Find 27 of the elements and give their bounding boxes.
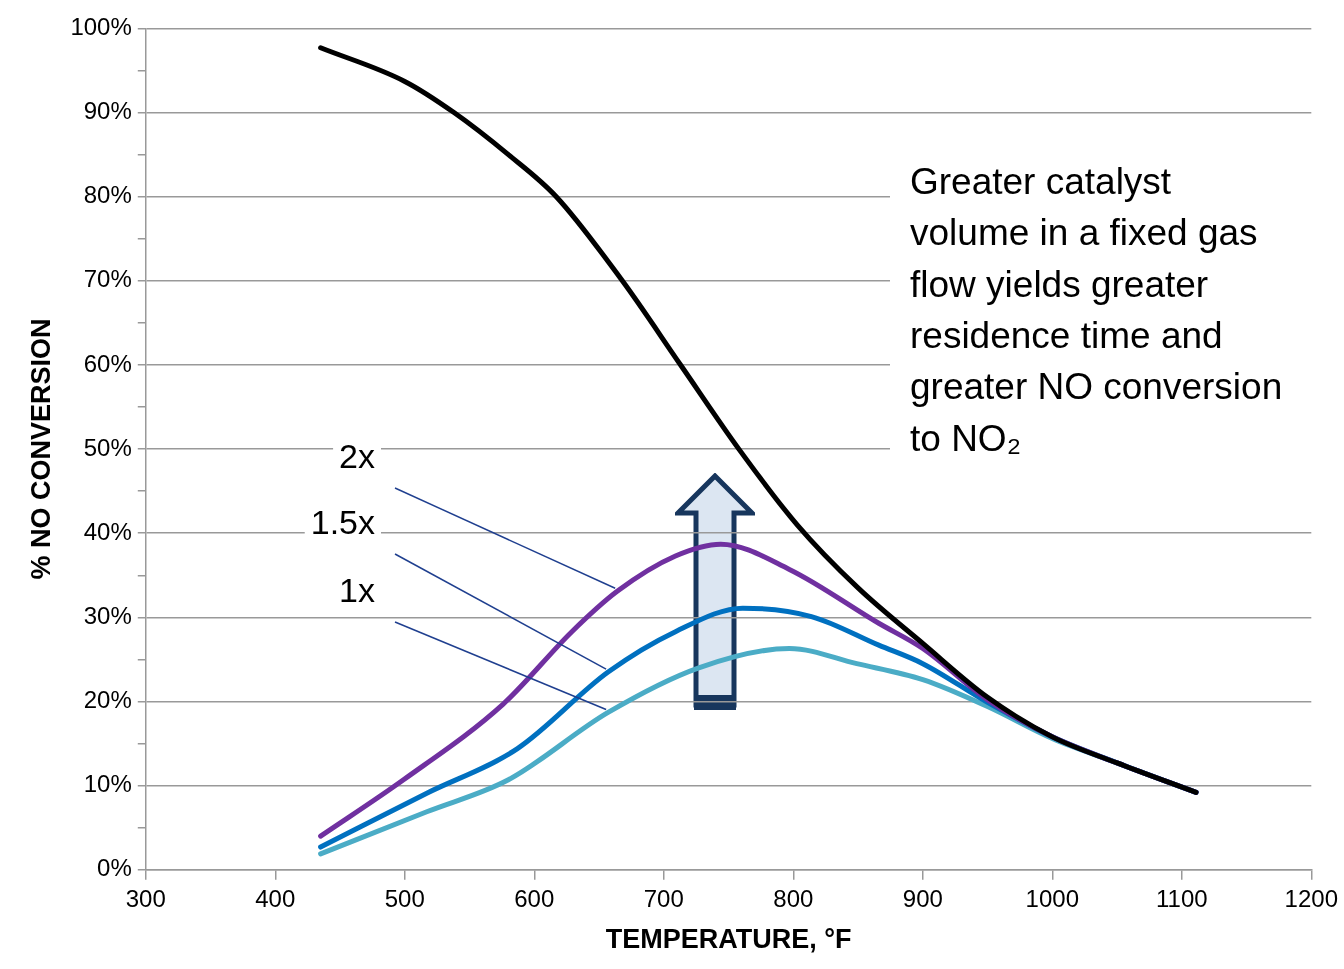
text: 1.5x <box>310 503 375 541</box>
y-tick-label: 80% <box>83 181 132 209</box>
text: 1x <box>339 571 375 609</box>
x-tick-label: 900 <box>902 884 943 912</box>
y-tick-label: 60% <box>83 349 132 377</box>
y-tick-label: 20% <box>83 686 132 714</box>
y-axis-title: % NO CONVERSION <box>25 318 56 580</box>
y-tick-label: 50% <box>83 433 132 461</box>
annotation: Greater catalyst volume in a fixed gas flow yields greater residence time and greater NO conversion to NO₂ <box>910 161 1283 459</box>
y-tick-label: 30% <box>83 602 132 630</box>
x-tick-label: 500 <box>384 884 425 912</box>
y-tick-label: 100% <box>70 13 132 41</box>
x-tick-label: 1200 <box>1284 884 1338 912</box>
y-tick-label: 70% <box>83 265 132 293</box>
x-tick-label: 600 <box>514 884 555 912</box>
x-axis-title: TEMPERATURE, °F <box>605 924 852 955</box>
x-tick-label: 800 <box>773 884 814 912</box>
y-tick-label: 0% <box>97 854 132 882</box>
text: 2x <box>339 437 375 475</box>
x-tick-label: 700 <box>643 884 684 912</box>
x-tick-label: 300 <box>125 884 166 912</box>
y-tick-label: 10% <box>83 770 132 798</box>
x-tick-label: 400 <box>255 884 296 912</box>
x-tick-label: 1000 <box>1025 884 1079 912</box>
y-tick-label: 90% <box>83 97 132 125</box>
y-tick-label: 40% <box>83 517 132 545</box>
x-tick-label: 1100 <box>1156 884 1208 912</box>
